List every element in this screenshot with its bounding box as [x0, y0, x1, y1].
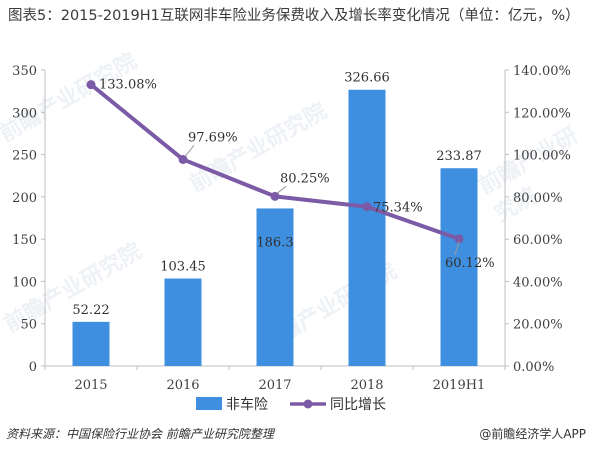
y-tick-label-left: 150 [12, 233, 37, 248]
bar-value-label: 186.3 [256, 235, 293, 250]
legend-label-line: 同比增长 [330, 397, 386, 413]
y-tick-label-left: 350 [12, 64, 37, 79]
y-tick-label-left: 0 [29, 360, 37, 375]
y-tick-label-left: 100 [12, 275, 37, 290]
legend-label-bars: 非车险 [226, 396, 268, 413]
x-tick-label: 2015 [74, 378, 107, 393]
x-tick-label: 2016 [166, 378, 199, 393]
label-leader [184, 145, 195, 157]
bar [164, 278, 202, 366]
chart-title: 图表5：2015-2019H1互联网非车险业务保费收入及增长率变化情况（单位：亿… [8, 8, 580, 24]
bar [348, 89, 386, 367]
growth-value-label: 60.12% [445, 256, 495, 271]
bar [72, 321, 110, 366]
y-tick-label-left: 250 [12, 149, 37, 164]
y-tick-label-right: 120.00% [513, 106, 571, 121]
y-tick-label-right: 20.00% [513, 318, 563, 333]
growth-point [86, 80, 96, 90]
growth-value-label: 133.08% [99, 78, 157, 93]
bar-value-label: 103.45 [160, 260, 206, 275]
y-tick-label-right: 0.00% [513, 360, 554, 375]
y-tick-label-left: 200 [12, 191, 37, 206]
bar-value-label: 52.22 [72, 303, 109, 318]
x-tick-label: 2019H1 [433, 378, 486, 393]
label-leader [276, 185, 287, 194]
bar-value-label: 326.66 [344, 71, 390, 86]
bar-value-label: 233.87 [436, 149, 482, 164]
growth-point [454, 234, 464, 244]
legend-swatch-bars [196, 397, 222, 410]
y-tick-label-left: 50 [20, 318, 37, 333]
growth-value-label: 80.25% [280, 171, 330, 186]
legend-swatch-marker [303, 399, 313, 409]
bar [256, 208, 294, 366]
source-note: 资料来源：中国保险行业协会 前瞻产业研究院整理 [6, 427, 274, 441]
growth-value-label: 75.34% [373, 201, 423, 216]
growth-value-label: 97.69% [188, 130, 238, 145]
x-tick-label: 2018 [350, 378, 383, 393]
brand-label: @前瞻经济学人APP [479, 427, 586, 441]
y-tick-label-right: 60.00% [513, 233, 563, 248]
y-tick-label-right: 140.00% [513, 64, 571, 79]
bar [440, 168, 478, 366]
y-tick-label-right: 100.00% [513, 149, 571, 164]
y-tick-label-right: 40.00% [513, 275, 563, 290]
growth-point [270, 191, 280, 201]
x-tick-label: 2017 [258, 378, 291, 393]
y-tick-label-right: 80.00% [513, 191, 563, 206]
label-leader [454, 241, 460, 256]
growth-point [178, 154, 188, 164]
y-tick-label-left: 300 [12, 106, 37, 121]
growth-point [362, 202, 372, 212]
